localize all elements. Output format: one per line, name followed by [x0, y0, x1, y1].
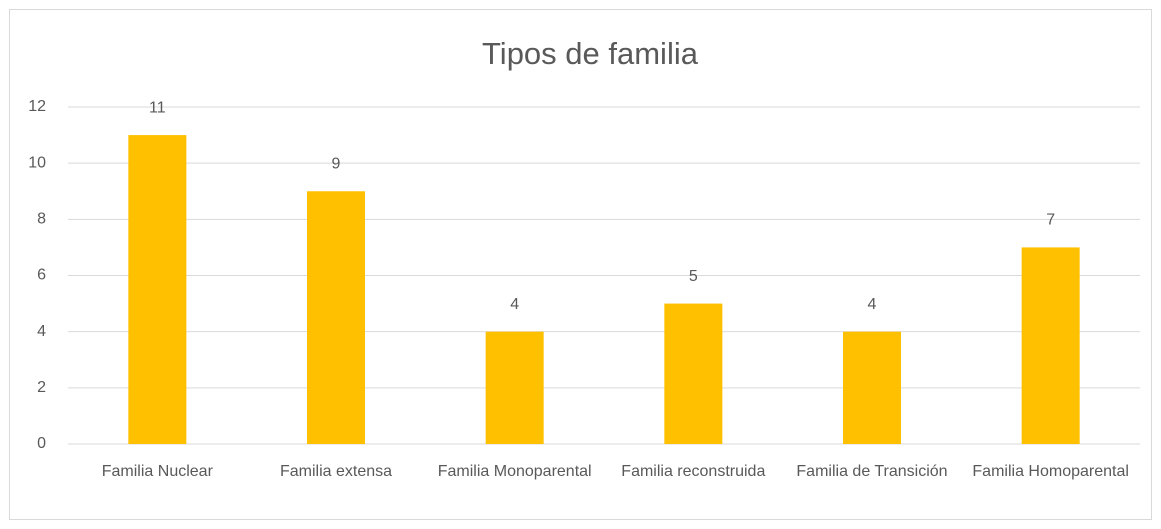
x-tick-label: Familia Nuclear — [102, 463, 214, 480]
y-tick-label: 0 — [37, 435, 46, 452]
chart-title: Tipos de familia — [482, 36, 699, 71]
bar — [128, 135, 187, 445]
data-label: 7 — [1046, 212, 1055, 229]
x-tick-label: Familia de Transición — [796, 463, 947, 480]
data-label: 5 — [689, 268, 698, 285]
bar — [307, 191, 365, 444]
y-tick-label: 4 — [37, 323, 46, 340]
bar — [843, 331, 901, 444]
x-tick-label: Familia Homoparental — [972, 463, 1129, 480]
y-tick-label: 2 — [37, 379, 46, 396]
data-label: 9 — [332, 155, 341, 172]
y-tick-label: 6 — [37, 267, 46, 284]
data-label: 11 — [149, 99, 166, 116]
x-tick-label: Familia Monoparental — [438, 463, 592, 480]
y-tick-label: 8 — [37, 211, 46, 228]
y-tick-label: 10 — [28, 154, 46, 171]
y-tick-label: 12 — [28, 98, 46, 115]
data-label: 4 — [510, 296, 519, 313]
x-tick-label: Familia reconstruida — [621, 463, 765, 480]
bar — [485, 331, 544, 444]
x-tick-label: Familia extensa — [280, 463, 392, 480]
data-label: 4 — [868, 296, 877, 313]
bar — [1021, 247, 1080, 444]
chart-border — [9, 9, 1152, 520]
bar — [664, 303, 723, 444]
